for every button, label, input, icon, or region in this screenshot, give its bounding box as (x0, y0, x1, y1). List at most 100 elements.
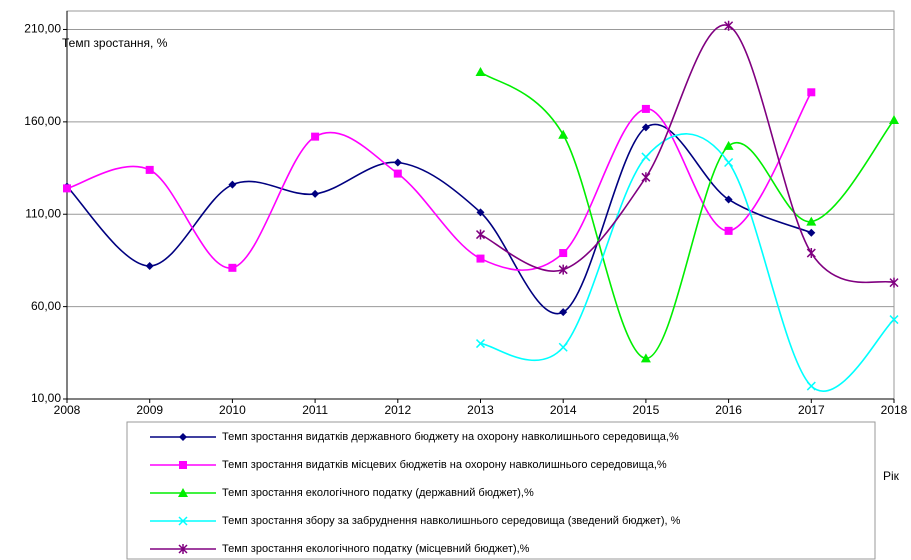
x-tick-label: 2013 (467, 403, 494, 417)
x-tick-label: 2017 (798, 403, 825, 417)
legend-marker (178, 516, 188, 526)
legend-box (126, 421, 876, 560)
marker-part (724, 195, 733, 204)
point (724, 157, 734, 168)
point (475, 66, 486, 76)
x-tick-label: 2016 (715, 403, 742, 417)
marker-part (178, 516, 188, 526)
point (807, 88, 816, 97)
point (476, 254, 485, 263)
legend-label: Темп зростання екологічного податку (міс… (222, 543, 530, 555)
legend-label: Темп зростання збору за забруднення навк… (222, 515, 681, 527)
x-tick-label: 2009 (136, 403, 163, 417)
point (228, 263, 237, 272)
marker-part (807, 88, 816, 97)
point (558, 264, 568, 275)
point (559, 249, 568, 258)
marker-part (806, 248, 816, 259)
marker-part (475, 229, 486, 240)
point (311, 189, 320, 198)
point (724, 195, 733, 204)
marker-part (228, 263, 237, 272)
x-tick-label: 2015 (633, 403, 660, 417)
x-tick-label: 2008 (54, 403, 81, 417)
legend-marker (179, 461, 187, 469)
marker-part (724, 157, 734, 168)
legend-label: Темп зростання видатків місцевих бюджеті… (222, 459, 667, 471)
marker-part (641, 104, 650, 113)
point (311, 132, 320, 141)
marker-part (476, 208, 485, 217)
point (558, 129, 569, 139)
y-tick-label: 210,00 (24, 22, 61, 36)
marker-part (724, 226, 733, 235)
point (145, 261, 154, 270)
point (641, 123, 650, 132)
marker-part (558, 264, 568, 275)
marker-part (178, 544, 188, 554)
x-axis-label: Рік (883, 469, 900, 483)
legend-label: Темп зростання екологічного податку (дер… (222, 487, 534, 499)
marker-part (63, 184, 71, 193)
legend-marker (178, 544, 188, 554)
point (476, 208, 485, 217)
series-line (66, 91, 812, 271)
point (806, 381, 816, 391)
x-tick-label: 2011 (302, 403, 328, 417)
marker-part (806, 216, 817, 226)
point (393, 169, 402, 178)
legend-marker (179, 433, 187, 441)
y-tick-label: 160,00 (24, 114, 61, 128)
point (393, 158, 402, 167)
marker-part (558, 129, 569, 139)
marker-part (475, 339, 486, 349)
point (806, 248, 816, 259)
point (807, 228, 816, 237)
series-line (66, 123, 812, 315)
marker-part (889, 315, 899, 325)
point (475, 229, 486, 240)
point (724, 20, 734, 31)
y-tick-label: 10,00 (31, 391, 61, 405)
marker-part (640, 353, 651, 363)
marker-part (724, 20, 734, 31)
series-line (480, 24, 895, 284)
marker-part (228, 180, 237, 189)
point (641, 104, 650, 113)
marker-part (641, 152, 651, 162)
y-axis-label: Темп зростання, % (62, 36, 168, 50)
y-tick-label: 110,00 (25, 206, 61, 220)
x-tick-label: 2018 (881, 403, 908, 417)
legend-marker (178, 488, 188, 497)
point (145, 165, 154, 174)
point (641, 172, 651, 183)
point (558, 342, 568, 352)
point (228, 180, 237, 189)
marker-part (179, 461, 187, 469)
point (889, 315, 899, 325)
marker-part (641, 123, 650, 132)
point (806, 216, 817, 226)
marker-part (311, 189, 320, 198)
marker-part (178, 488, 188, 497)
x-tick-label: 2014 (550, 403, 577, 417)
x-tick-label: 2012 (384, 403, 411, 417)
marker-part (393, 158, 402, 167)
marker-part (311, 132, 320, 141)
point (889, 115, 899, 125)
marker-part (145, 261, 154, 270)
marker-part (475, 66, 486, 76)
legend-label: Темп зростання видатків державного бюдже… (222, 431, 679, 443)
series-line (480, 71, 895, 360)
y-tick-label: 60,00 (31, 299, 61, 313)
marker-part (641, 172, 651, 183)
marker-part (558, 342, 568, 352)
marker-part (559, 249, 568, 258)
marker-part (393, 169, 402, 178)
point (475, 339, 486, 349)
point (640, 353, 651, 363)
marker-part (145, 165, 154, 174)
marker-part (807, 228, 816, 237)
marker-part (806, 381, 816, 391)
